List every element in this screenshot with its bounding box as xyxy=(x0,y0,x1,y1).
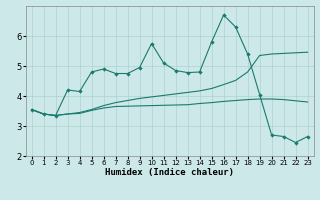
X-axis label: Humidex (Indice chaleur): Humidex (Indice chaleur) xyxy=(105,168,234,177)
